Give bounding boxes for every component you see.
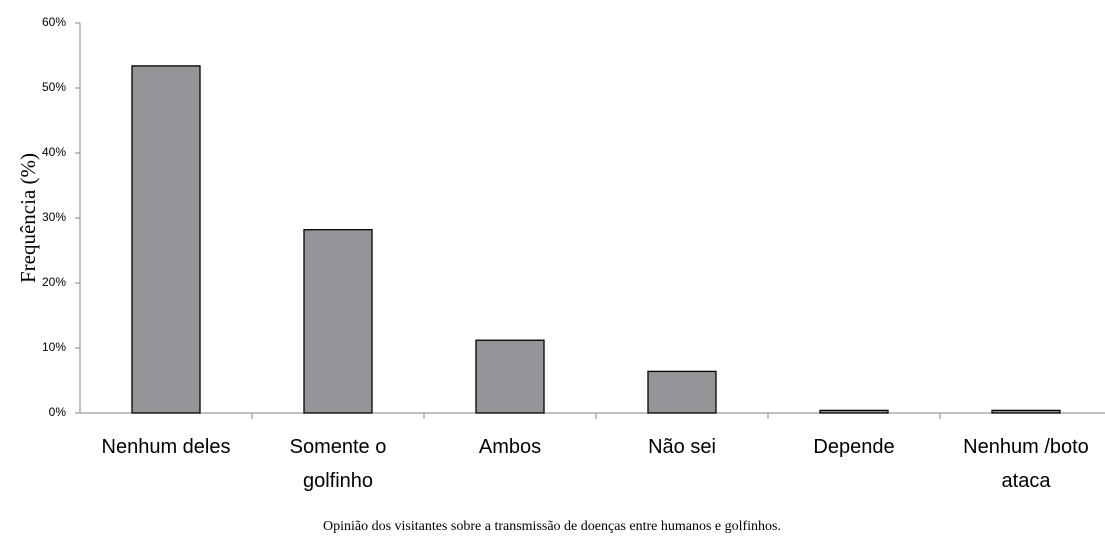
x-tick-label: Nenhum deles xyxy=(102,436,231,458)
bar xyxy=(475,339,545,414)
x-tick-label: Depende xyxy=(813,436,894,458)
y-tick-label: 30% xyxy=(42,210,66,224)
y-axis-label: Frequência (%) xyxy=(16,153,40,283)
y-tick-label: 50% xyxy=(42,80,66,94)
x-tick-label: Não sei xyxy=(648,436,716,458)
x-tick-label: Nenhum /boto ataca xyxy=(963,436,1089,492)
y-tick-label: 10% xyxy=(42,340,66,354)
y-tick-label: 20% xyxy=(42,275,66,289)
x-tick-label: Ambos xyxy=(479,436,541,458)
y-tick-label: 60% xyxy=(42,15,66,29)
y-tick-label: 0% xyxy=(49,405,67,419)
y-tick-label: 40% xyxy=(42,145,66,159)
caption: Opinião dos visitantes sobre a transmiss… xyxy=(323,519,781,534)
bar xyxy=(991,409,1061,414)
bar xyxy=(131,65,201,414)
bar xyxy=(647,370,717,414)
bar xyxy=(819,409,889,414)
bar xyxy=(303,229,373,414)
x-tick-label: Somente o golfinho xyxy=(290,436,387,492)
